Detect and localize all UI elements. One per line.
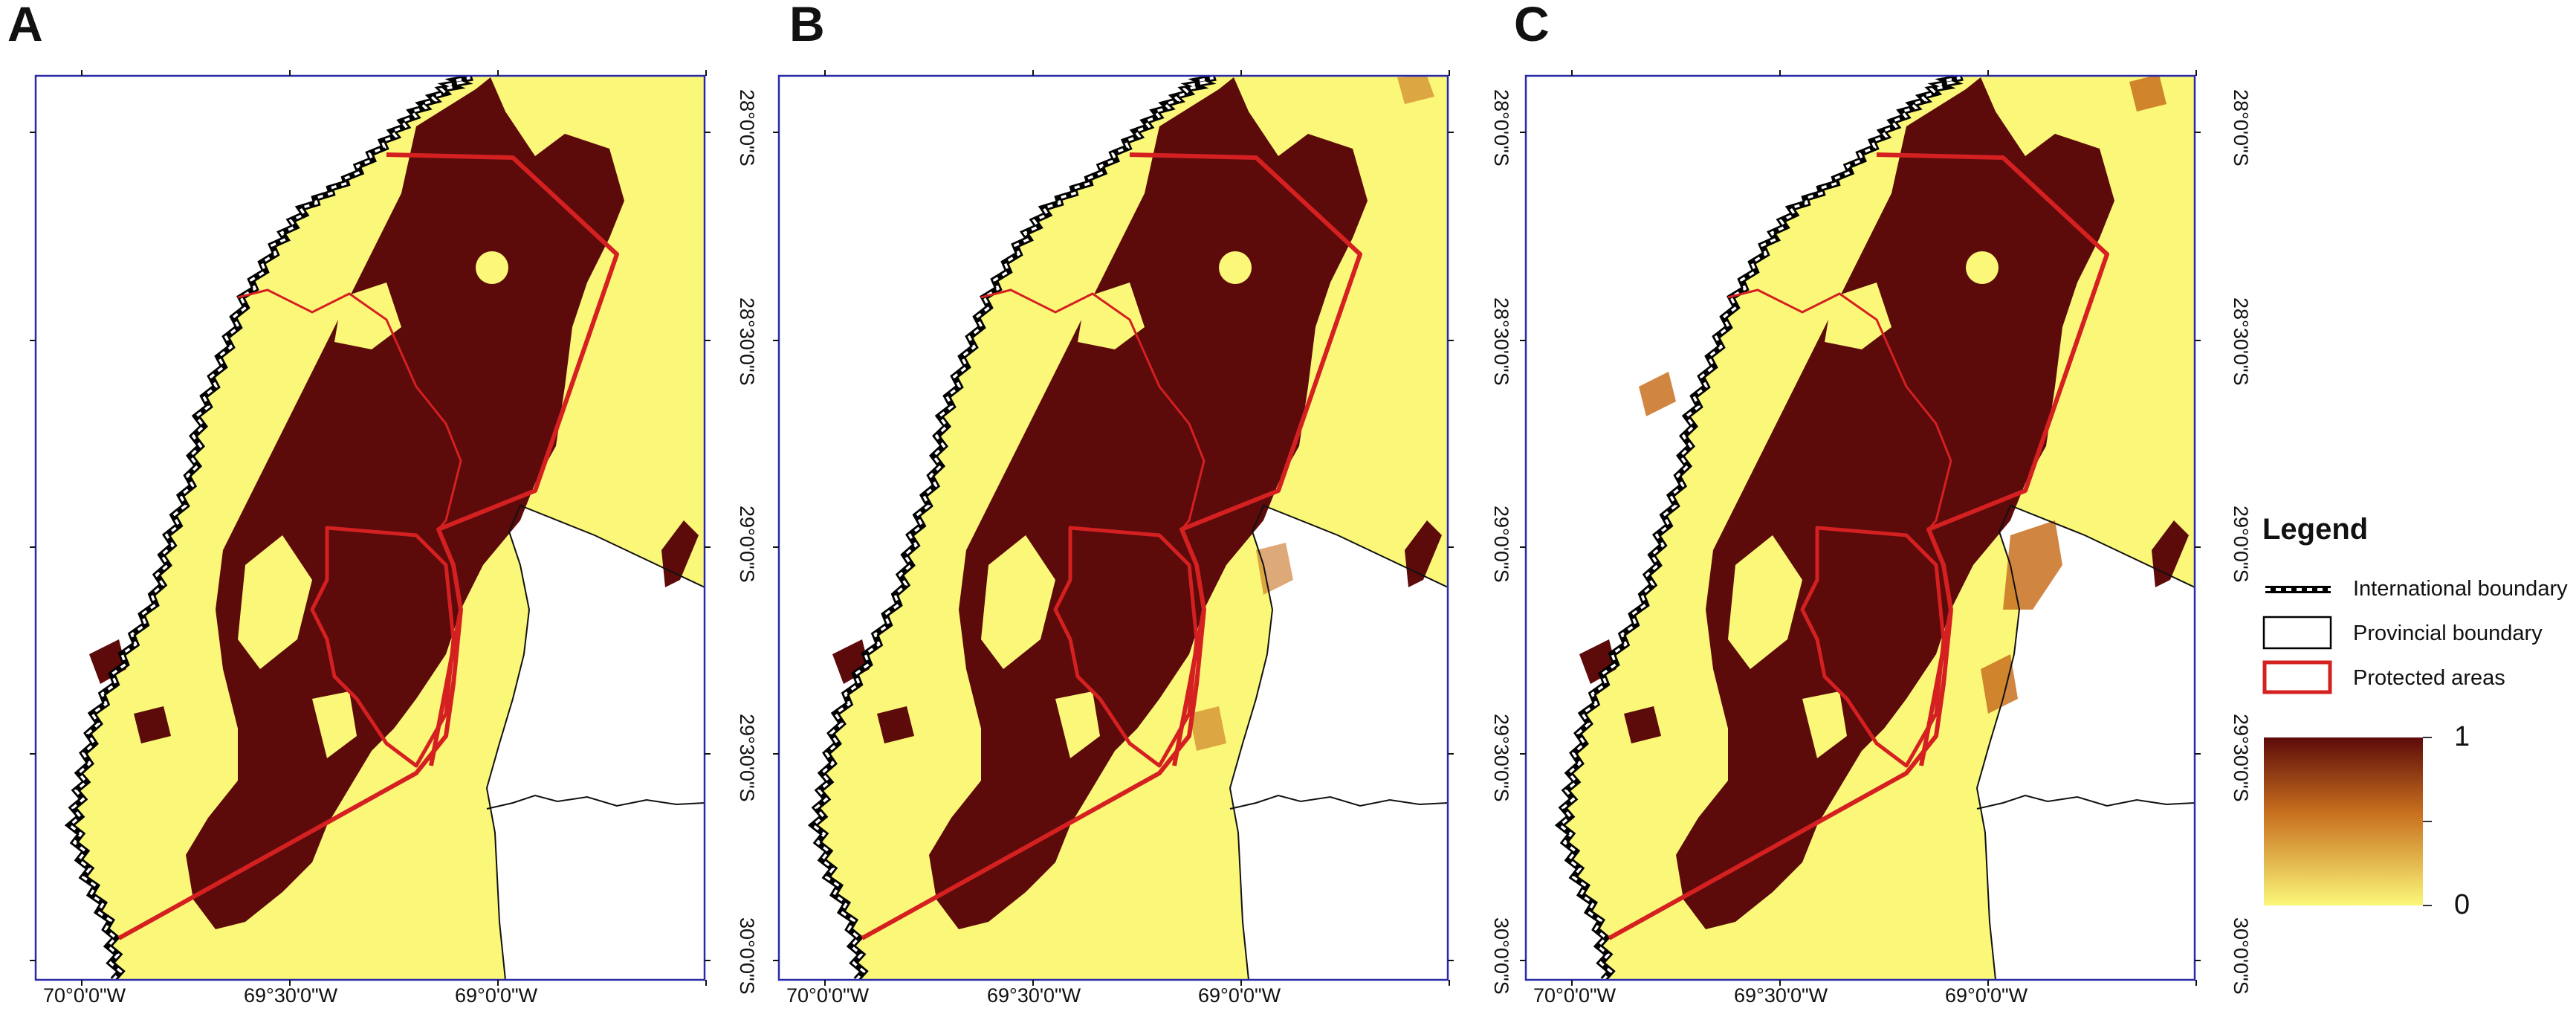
protected-area-outline [310,526,456,768]
low-suitability-patch [1055,691,1100,758]
protected-area-icon [2262,660,2332,694]
protected-area-outline [1608,152,2109,940]
map-border [777,74,1449,981]
lon-tick-label: 69°30'0"W [987,984,1081,1007]
map-panel-b: B 28°0'0"S 28°30'0"S 29°0'0"S 29°30'0"S … [743,0,1512,1017]
legend-item-label: Provincial boundary [2353,622,2543,645]
lon-tick-label: 70°0'0"W [43,984,126,1007]
map-content [36,76,705,980]
provincial-boundary [1975,504,2195,980]
outside-area-west [36,76,469,980]
panel-label: B [789,0,825,51]
scale-min-label: 0 [2454,889,2470,920]
map-content [1526,76,2195,980]
international-boundary [1558,76,1961,980]
scale-max-label: 1 [2454,721,2470,752]
high-suitability-area [1041,372,1145,476]
high-suitability-area [929,77,1368,929]
map-border [34,74,706,981]
lon-tick-label: 70°0'0"W [786,984,870,1007]
low-suitability-patch [476,251,508,284]
map-border [1524,74,2196,981]
lon-tick-label: 70°0'0"W [1533,984,1617,1007]
legend-title: Legend [2262,513,2369,546]
lat-tick-label: 29°0'0"S [2230,506,2252,583]
low-suitability-patch [312,691,357,758]
low-suitability-patch [981,535,1055,669]
international-boundary [68,76,471,980]
map-panel-a: A 28°0'0"S 28°30'0"S 29°0'0"S 29°30'0"S … [0,0,758,1017]
map-frame [30,70,711,986]
provincial-boundary [1976,794,2195,810]
map-frame [1520,70,2201,986]
protected-area-outline [1800,526,1946,768]
legend-item-label: Protected areas [2353,666,2505,690]
protected-area-outline [237,288,462,530]
lat-tick-label: 29°30'0"S [2230,714,2252,802]
high-suitability-patch [134,706,171,743]
international-boundary-icon [2265,586,2331,593]
provincial-boundary [1229,794,1448,810]
high-suitability-area [1787,372,1891,476]
high-suitability-patch [877,706,914,743]
lat-tick-label: 30°0'0"S [2230,917,2252,995]
color-scale-bar [2264,737,2432,906]
international-boundary [811,76,1214,980]
high-suitability-patch [1624,706,1661,743]
lon-tick-label: 69°30'0"W [1734,984,1828,1007]
low-suitability-patch [334,282,401,349]
outside-area-west [779,76,1212,980]
low-suitability-patch [238,535,312,669]
high-suitability-area [186,77,624,929]
lon-tick-label: 69°30'0"W [244,984,338,1007]
provincial-boundary [486,794,705,810]
protected-area-outline [1727,288,1952,530]
protected-area-outline [1053,526,1199,768]
lon-tick-label: 69°0'0"W [455,984,538,1007]
protected-area-outline [980,288,1206,530]
lat-tick-label: 28°0'0"S [2230,89,2252,167]
provincial-boundary [1229,504,1448,980]
panel-label: C [1514,0,1550,51]
map-panel-c: C 28°0'0"S 28°30'0"S 29°0'0"S 29°30'0"S … [1490,0,2252,1017]
low-suitability-patch [1728,535,1802,669]
lon-tick-label: 69°0'0"W [1198,984,1281,1007]
protected-area-outline [861,152,1362,940]
high-suitability-area [297,372,401,476]
low-suitability-patch [1078,282,1145,349]
low-suitability-patch [1825,282,1891,349]
outside-area-west [1526,76,1959,980]
lon-tick-label: 69°0'0"W [1945,984,2028,1007]
map-frame [773,70,1454,986]
low-suitability-patch [1966,251,1999,284]
legend-item-label: International boundary [2353,577,2568,601]
protected-area-outline [117,152,619,940]
map-content [779,76,1448,980]
high-suitability-area [1676,77,2114,929]
low-suitability-patch [1802,691,1847,758]
provincial-boundary-icon [2262,616,2332,650]
legend: Legend International boundary Provincial… [2252,513,2568,929]
panel-label: A [7,0,43,51]
lat-tick-label: 28°30'0"S [2230,297,2252,386]
low-suitability-patch [1219,251,1252,284]
provincial-boundary [485,504,705,980]
